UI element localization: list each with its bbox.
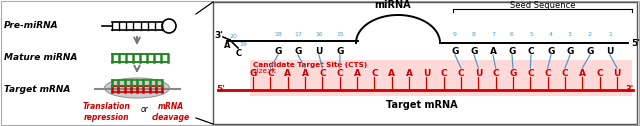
Text: C: C <box>596 69 603 77</box>
Text: 16: 16 <box>315 33 323 38</box>
Text: U: U <box>606 46 614 55</box>
Text: 9: 9 <box>453 33 457 38</box>
Text: Mature miRNA: Mature miRNA <box>4 54 77 62</box>
Text: U: U <box>475 69 482 77</box>
Text: C: C <box>236 49 242 57</box>
Text: 5': 5' <box>631 39 640 48</box>
Text: G: G <box>275 46 282 55</box>
Text: C: C <box>267 69 274 77</box>
Text: 3: 3 <box>568 33 572 38</box>
Text: C: C <box>562 69 568 77</box>
Text: 20: 20 <box>229 34 237 39</box>
Text: C: C <box>458 69 464 77</box>
Text: C: C <box>545 69 551 77</box>
Text: Translation
repression: Translation repression <box>83 102 131 122</box>
Text: U: U <box>316 46 323 55</box>
Text: A: A <box>388 69 395 77</box>
Text: miRNA: miRNA <box>374 0 412 10</box>
Text: 7: 7 <box>491 33 495 38</box>
Text: 5: 5 <box>529 33 533 38</box>
Text: Target mRNA: Target mRNA <box>386 100 458 110</box>
Bar <box>213 2 637 124</box>
Text: G: G <box>294 46 301 55</box>
Text: U: U <box>613 69 621 77</box>
Text: 3': 3' <box>626 86 634 94</box>
Text: A: A <box>284 69 291 77</box>
Text: A: A <box>579 69 586 77</box>
Text: G: G <box>336 46 344 55</box>
Text: Pre-miRNA: Pre-miRNA <box>4 22 59 30</box>
Text: C: C <box>527 69 534 77</box>
Text: Seed Sequence: Seed Sequence <box>509 1 575 9</box>
Text: G: G <box>509 69 516 77</box>
Text: 8: 8 <box>472 33 476 38</box>
Text: A: A <box>406 69 413 77</box>
Text: 6: 6 <box>510 33 514 38</box>
Text: G: G <box>250 69 257 77</box>
Text: G: G <box>451 46 459 55</box>
Text: Candidate Target Site (CTS): Candidate Target Site (CTS) <box>253 62 367 68</box>
Text: 3': 3' <box>214 30 223 39</box>
Text: G: G <box>470 46 477 55</box>
Text: C: C <box>440 69 447 77</box>
Text: G: G <box>547 46 555 55</box>
Text: U: U <box>422 69 430 77</box>
Text: 19: 19 <box>239 41 247 46</box>
Bar <box>250 60 632 96</box>
Text: C: C <box>492 69 499 77</box>
Bar <box>453 12 632 96</box>
Text: A: A <box>301 69 308 77</box>
Text: A: A <box>224 40 230 50</box>
Text: 1: 1 <box>608 33 612 38</box>
Text: or: or <box>141 104 149 114</box>
Text: C: C <box>337 69 343 77</box>
Text: mRNA
cleavage: mRNA cleavage <box>152 102 190 122</box>
Text: 18: 18 <box>274 33 282 38</box>
Text: C: C <box>528 46 534 55</box>
Text: C: C <box>319 69 326 77</box>
Text: 4: 4 <box>549 33 553 38</box>
Text: A: A <box>490 46 497 55</box>
Text: 2: 2 <box>588 33 592 38</box>
Text: Target mRNA: Target mRNA <box>4 85 70 93</box>
Text: G: G <box>566 46 573 55</box>
Text: 5': 5' <box>216 86 225 94</box>
Text: 17: 17 <box>294 33 302 38</box>
Text: G: G <box>508 46 516 55</box>
Text: A: A <box>353 69 360 77</box>
Ellipse shape <box>104 78 170 98</box>
Text: 15: 15 <box>336 33 344 38</box>
Text: G: G <box>586 46 594 55</box>
Text: size: k: size: k <box>253 68 276 74</box>
Text: C: C <box>371 69 378 77</box>
